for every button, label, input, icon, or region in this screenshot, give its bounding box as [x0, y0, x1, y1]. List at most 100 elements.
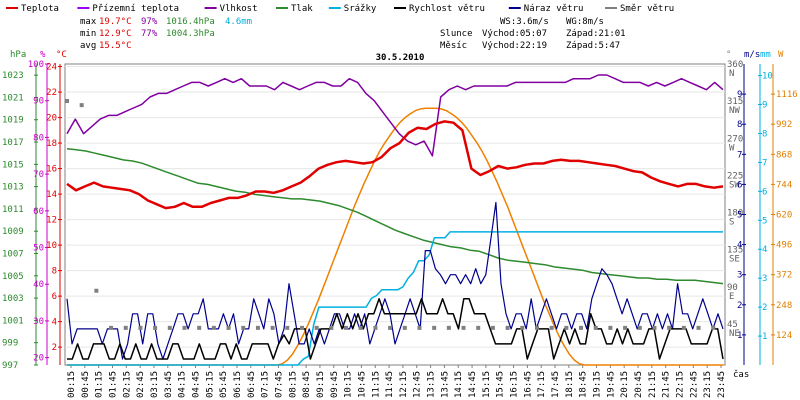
direction-point	[197, 325, 202, 330]
x-tick-label: 13:15	[427, 371, 437, 398]
direction-point	[446, 325, 451, 330]
rain-tick: 7	[762, 158, 767, 168]
direction-point	[534, 325, 539, 330]
temp-tick: 4	[52, 318, 57, 328]
x-tick-label: 17:15	[537, 371, 547, 398]
humidity-tick: 100	[28, 60, 44, 70]
direction-point	[490, 325, 495, 330]
unit-percent: %	[40, 50, 46, 60]
direction-point	[681, 325, 686, 330]
moon-label: Měsíc	[440, 41, 467, 51]
wind-tick: 6	[737, 180, 742, 190]
direction-point	[564, 325, 569, 330]
x-tick-label: 14:45	[468, 371, 478, 398]
x-tick-label: 21:15	[648, 371, 658, 398]
solar-tick: 868	[776, 150, 792, 160]
direction-point	[314, 325, 319, 330]
temp-tick: 6	[52, 292, 57, 302]
header: 30.5.2010 max 19.7°C 97% 1016.4hPa 4.6mm…	[80, 17, 626, 63]
x-tick-label: 17:45	[551, 371, 561, 398]
stat-max-rain: 4.6mm	[225, 17, 252, 27]
pressure-tick: 999	[2, 339, 18, 349]
x-tick-label: 05:45	[219, 371, 229, 398]
x-tick-label: 16:15	[510, 371, 520, 398]
pressure-tick: 1005	[2, 272, 24, 282]
x-tick-label: 07:15	[261, 371, 271, 398]
pressure-tick: 1009	[2, 227, 24, 237]
x-axis-label: čas	[733, 369, 749, 380]
direction-point	[667, 325, 672, 330]
humidity-tick: 20	[33, 354, 44, 364]
series-layer	[65, 74, 724, 366]
stat-max-press: 1016.4hPa	[166, 17, 215, 27]
direction-point	[358, 325, 363, 330]
temp-tick: 18	[46, 139, 57, 149]
sun-label: Slunce	[440, 29, 473, 39]
stat-max-temp: 19.7°C	[99, 17, 132, 27]
direction-point	[520, 325, 525, 330]
wind-tick: 5	[737, 211, 742, 221]
stat-avg-temp: 15.5°C	[99, 41, 132, 51]
direction-point	[637, 325, 642, 330]
temp-tick: 20	[46, 114, 57, 124]
direction-point	[94, 288, 99, 293]
direction-point	[270, 325, 275, 330]
direction-point	[285, 325, 290, 330]
direction-tick-label: W	[729, 143, 735, 153]
direction-tick: 180	[727, 209, 743, 219]
x-tick-label: 03:15	[150, 371, 160, 398]
pressure-tick: 1015	[2, 160, 24, 170]
direction-point	[711, 325, 716, 330]
direction-point	[608, 325, 613, 330]
right-axes: ° m/s mm W360N315NW270W225SW180S135SE90E45N…	[726, 50, 798, 365]
direction-point	[461, 325, 466, 330]
x-tick-label: 00:45	[81, 371, 91, 398]
stat-min-hum: 77%	[141, 29, 158, 39]
direction-tick-label: SW	[729, 180, 740, 190]
plot-frame	[64, 63, 726, 366]
legend-label: Přízemní teplota	[92, 4, 179, 14]
direction-tick-label: NW	[729, 106, 740, 116]
moonrise-value: Východ:22:19	[482, 41, 547, 51]
stat-max-hum: 97%	[141, 17, 158, 27]
unit-hpa: hPa	[10, 50, 26, 60]
x-tick-label: 10:15	[344, 371, 354, 398]
rain-tick: 1	[762, 332, 767, 342]
direction-point	[79, 103, 84, 108]
direction-tick: 315	[727, 97, 743, 107]
pressure-tick: 1001	[2, 316, 24, 326]
x-tick-label: 19:15	[593, 371, 603, 398]
direction-point	[65, 99, 69, 103]
temp-tick: 16	[46, 165, 57, 175]
direction-point	[549, 325, 554, 330]
x-tick-label: 09:45	[330, 371, 340, 398]
x-tick-label: 22:45	[689, 371, 699, 398]
temp-tick: 24	[46, 63, 57, 73]
rain-tick: 10	[762, 72, 773, 82]
x-tick-label: 10:45	[357, 371, 367, 398]
x-tick-label: 04:15	[178, 371, 188, 398]
direction-tick-label: E	[729, 292, 734, 302]
x-tick-label: 01:45	[108, 371, 118, 398]
direction-point	[123, 325, 128, 330]
legend-label: Teplota	[21, 4, 59, 14]
x-tick-label: 18:15	[565, 371, 575, 398]
x-tick-label: 23:15	[703, 371, 713, 398]
unit-w: W	[778, 50, 784, 60]
direction-point	[153, 325, 158, 330]
solar-tick: 124	[776, 331, 792, 341]
stat-avg-label: avg	[80, 41, 96, 51]
legend-label: Srážky	[344, 4, 377, 14]
rain-tick: 6	[762, 187, 767, 197]
wind-tick: 1	[737, 331, 742, 341]
pressure-tick: 1019	[2, 116, 24, 126]
direction-tick: 135	[727, 246, 743, 256]
direction-tick: 45	[727, 320, 738, 330]
unit-mm: mm	[760, 50, 771, 60]
direction-point	[299, 325, 304, 330]
solar-tick: 744	[776, 180, 792, 190]
direction-point	[211, 325, 216, 330]
stat-max-label: max	[80, 17, 97, 27]
chart-title: 30.5.2010	[376, 53, 425, 63]
